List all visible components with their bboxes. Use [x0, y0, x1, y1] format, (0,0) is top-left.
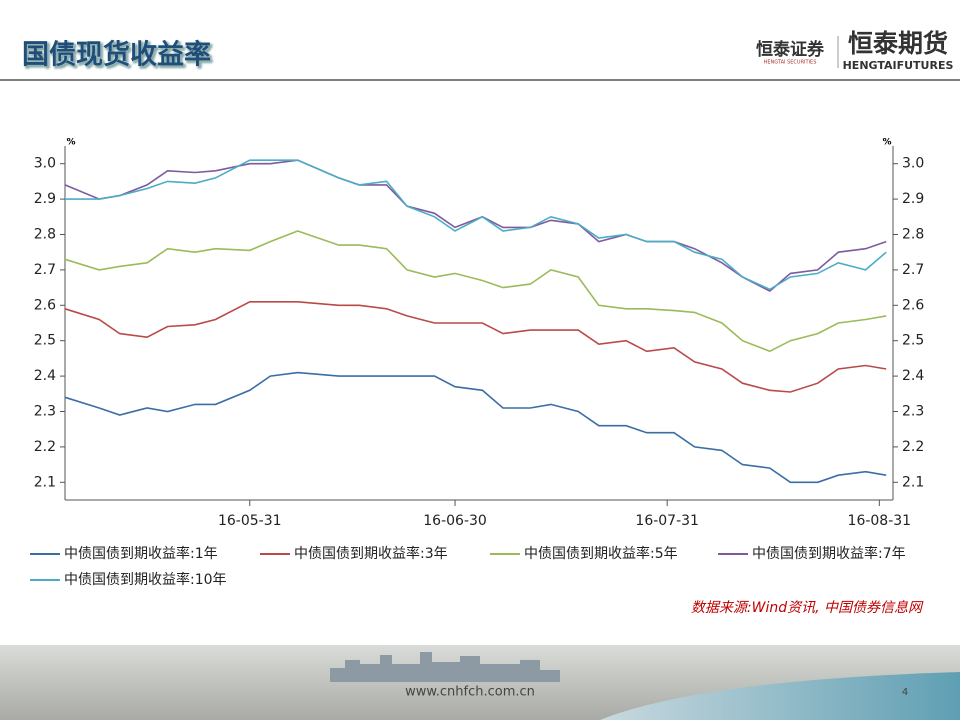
series-line	[64, 230, 887, 353]
y-tick-label: 2.3	[34, 404, 56, 420]
footer-water	[600, 672, 960, 720]
logo-subtext: HENGTAI SECURITIES	[764, 60, 817, 66]
y2-tick-label: 2.1	[902, 474, 924, 490]
slide-title: 国债现货收益率	[22, 39, 211, 71]
y2-tick-label: 2.2	[902, 439, 924, 455]
y2-tick-label: 2.7	[902, 262, 924, 278]
logo-subtext: HENGTAIFUTURES	[843, 59, 954, 72]
page-number: 4	[902, 687, 908, 698]
y-tick-label: 3.0	[34, 156, 56, 172]
series-line	[65, 159, 887, 291]
series-line	[64, 371, 887, 484]
y-tick-label: 2.9	[34, 191, 56, 207]
source-note: 数据来源:Wind资讯, 中国债券信息网	[691, 600, 924, 616]
chart: % % 2.1 2.2 2.3 2.4 2.5 2.6 2.7 2.8 2.9 3.0 2.1 2.2 2.…	[30, 138, 924, 588]
x-tick-label: 16-07-31	[635, 513, 699, 529]
x-tick-label: 16-06-30	[423, 513, 487, 529]
y-tick-label: 2.7	[34, 262, 56, 278]
skyline	[330, 652, 560, 682]
y-tick-label: 2.4	[34, 368, 56, 384]
footer-url: www.cnhfch.com.cn	[405, 685, 535, 700]
y2-tick-label: 2.9	[902, 191, 924, 207]
y2-tick-label: 2.3	[902, 404, 924, 420]
y2-tick-label: 2.6	[902, 297, 924, 313]
y-tick-label: 2.5	[34, 333, 56, 349]
logo-text: 恒泰期货	[848, 29, 948, 58]
y-tick-label: 2.8	[34, 227, 56, 243]
y2-unit: %	[882, 138, 891, 148]
legend-label: 中债国债到期收益率:3年	[294, 545, 448, 562]
legend-label: 中债国债到期收益率:7年	[752, 545, 906, 562]
y-tick-label: 2.2	[34, 439, 56, 455]
y-unit: %	[66, 138, 75, 148]
y2-tick-label: 2.5	[902, 333, 924, 349]
y2-tick-label: 2.8	[902, 227, 924, 243]
legend-label: 中债国债到期收益率:5年	[524, 545, 678, 562]
y-tick-label: 2.6	[34, 297, 56, 313]
y2-tick-label: 2.4	[902, 368, 924, 384]
logo-text: 恒泰证券	[756, 39, 825, 60]
y2-tick-label: 3.0	[902, 156, 924, 172]
legend-label: 中债国债到期收益率:1年	[64, 545, 218, 562]
x-tick-label: 16-05-31	[218, 513, 282, 529]
x-tick-label: 16-08-31	[848, 513, 912, 529]
series-line	[64, 301, 887, 393]
y-tick-label: 2.1	[34, 474, 56, 490]
legend-label: 中债国债到期收益率:10年	[64, 571, 227, 588]
